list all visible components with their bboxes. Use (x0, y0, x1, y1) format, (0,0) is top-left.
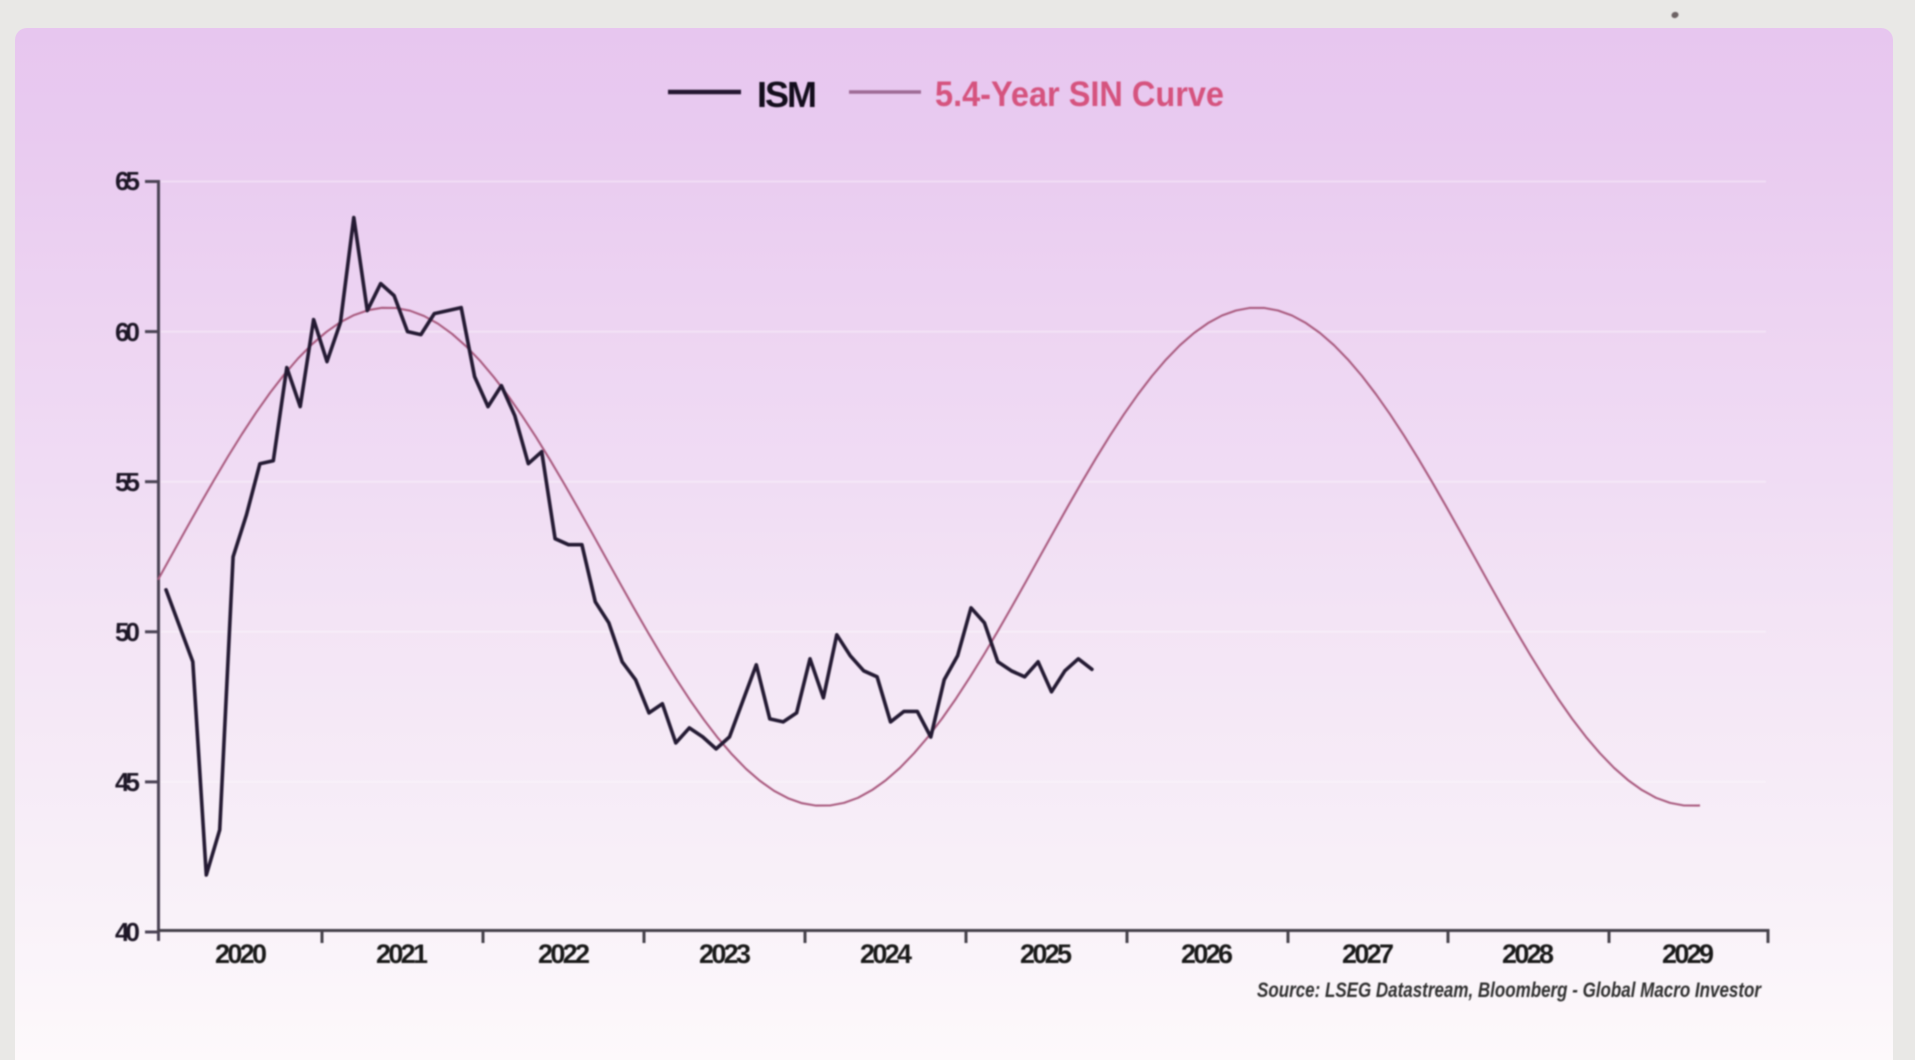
svg-text:50: 50 (115, 617, 140, 647)
svg-text:2027: 2027 (1342, 939, 1394, 969)
svg-text:2024: 2024 (860, 939, 912, 969)
svg-text:2023: 2023 (699, 939, 751, 969)
svg-text:2026: 2026 (1181, 939, 1233, 969)
svg-text:2022: 2022 (538, 939, 590, 969)
svg-text:45: 45 (115, 767, 140, 797)
svg-text:2029: 2029 (1662, 939, 1714, 969)
svg-text:2021: 2021 (376, 939, 428, 969)
svg-text:40: 40 (115, 917, 140, 947)
svg-text:2020: 2020 (215, 939, 267, 969)
svg-text:55: 55 (115, 467, 140, 497)
svg-text:5.4-Year SIN Curve: 5.4-Year SIN Curve (935, 75, 1224, 114)
svg-text:ISM: ISM (757, 74, 817, 115)
svg-text:Source: LSEG Datastream, Bloom: Source: LSEG Datastream, Bloomberg - Glo… (1257, 979, 1762, 1002)
svg-text:2025: 2025 (1020, 939, 1072, 969)
svg-text:60: 60 (115, 317, 140, 347)
svg-text:65: 65 (115, 166, 140, 196)
svg-text:2028: 2028 (1502, 939, 1554, 969)
